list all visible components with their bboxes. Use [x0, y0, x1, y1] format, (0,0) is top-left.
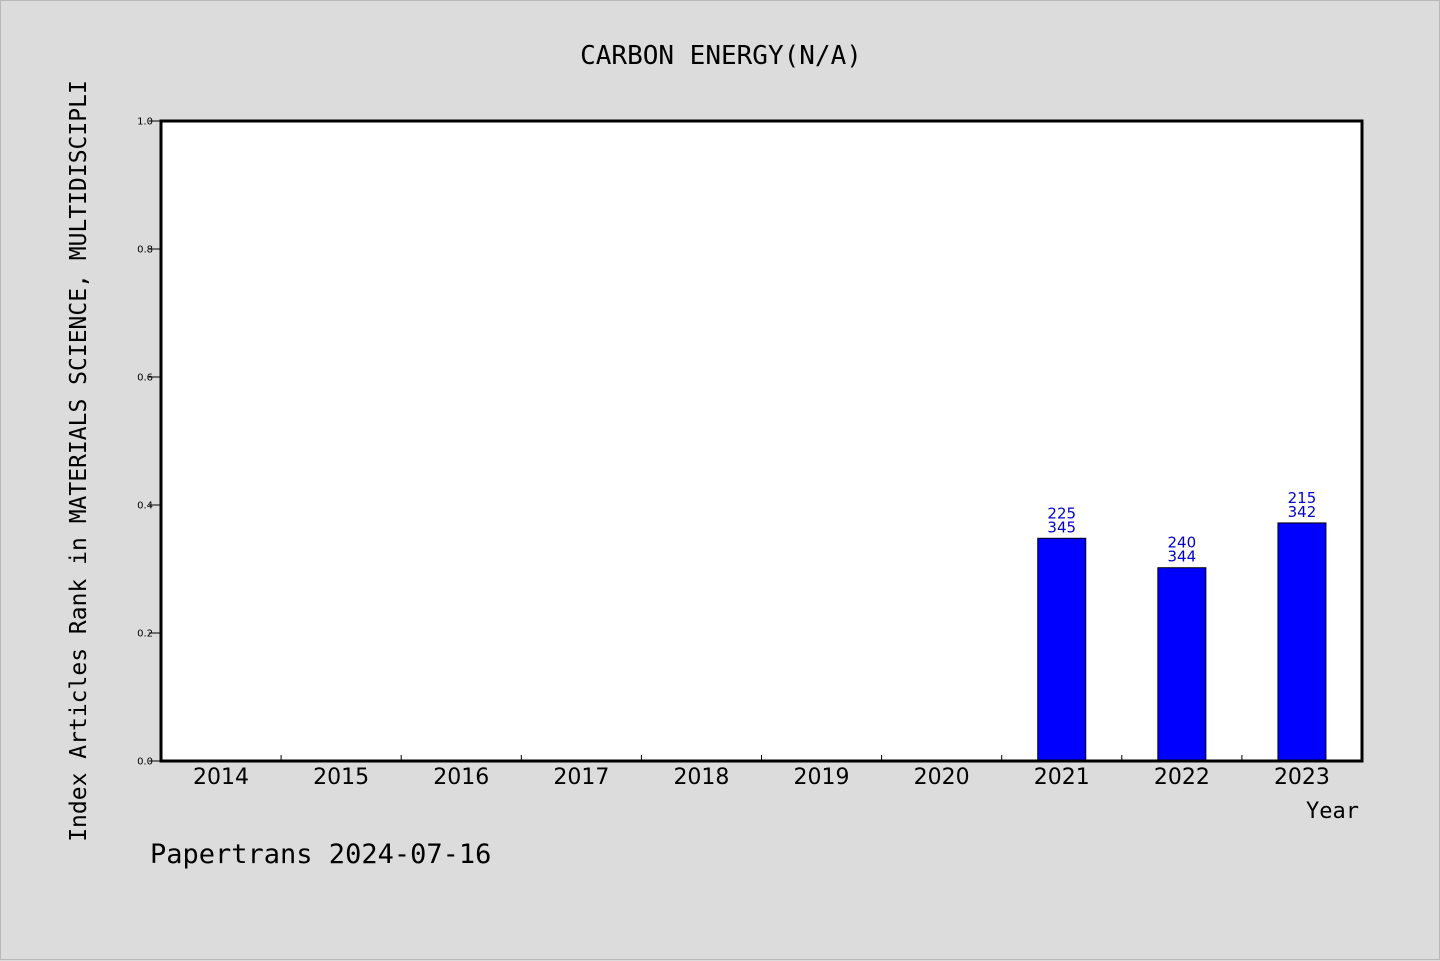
x-tick-label: 2023: [1274, 765, 1330, 790]
bar: [1277, 522, 1327, 762]
x-tick-label: 2018: [673, 765, 729, 790]
x-tick-label: 2019: [794, 765, 850, 790]
bar: [1037, 537, 1087, 762]
y-tick-label: 0.0: [137, 757, 153, 768]
x-tick-label: 2014: [193, 765, 249, 790]
bar-label-total: 342: [1288, 503, 1317, 521]
bar-label-total: 344: [1168, 548, 1197, 566]
bar-label-rank: 225: [1047, 504, 1076, 522]
x-axis: 2014 2015 2016 2017 2018 2019 2020 2021 2022 2023: [193, 755, 1330, 790]
x-tick-label: 2022: [1154, 765, 1210, 790]
x-tick-label: 2016: [433, 765, 489, 790]
y-tick-label: 0.6: [137, 373, 153, 384]
plot-border: [159, 119, 1364, 763]
y-axis: 0.0 0.2 0.4 0.6 0.8 1.0: [137, 117, 161, 768]
y-tick-label: 0.4: [137, 501, 153, 512]
bar-label-rank: 215: [1288, 489, 1317, 507]
chart-title: CARBON ENERGY(N/A): [580, 41, 862, 71]
x-tick-label: 2020: [914, 765, 970, 790]
y-tick-label: 0.8: [137, 245, 153, 256]
y-tick-label: 1.0: [137, 117, 153, 128]
footer-credit: Papertrans 2024-07-16: [150, 839, 491, 870]
bars-layer: [1037, 522, 1327, 762]
x-tick-label: 2021: [1034, 765, 1090, 790]
x-tick-label: 2015: [313, 765, 369, 790]
y-axis-label: Index Articles Rank in MATERIALS SCIENCE…: [66, 80, 92, 842]
x-tick-label: 2017: [553, 765, 609, 790]
bar-label-total: 345: [1047, 518, 1076, 536]
bar: [1157, 567, 1207, 762]
bar-label-rank: 240: [1168, 534, 1197, 552]
x-axis-label: Year: [1306, 799, 1359, 824]
y-tick-label: 0.2: [137, 629, 153, 640]
